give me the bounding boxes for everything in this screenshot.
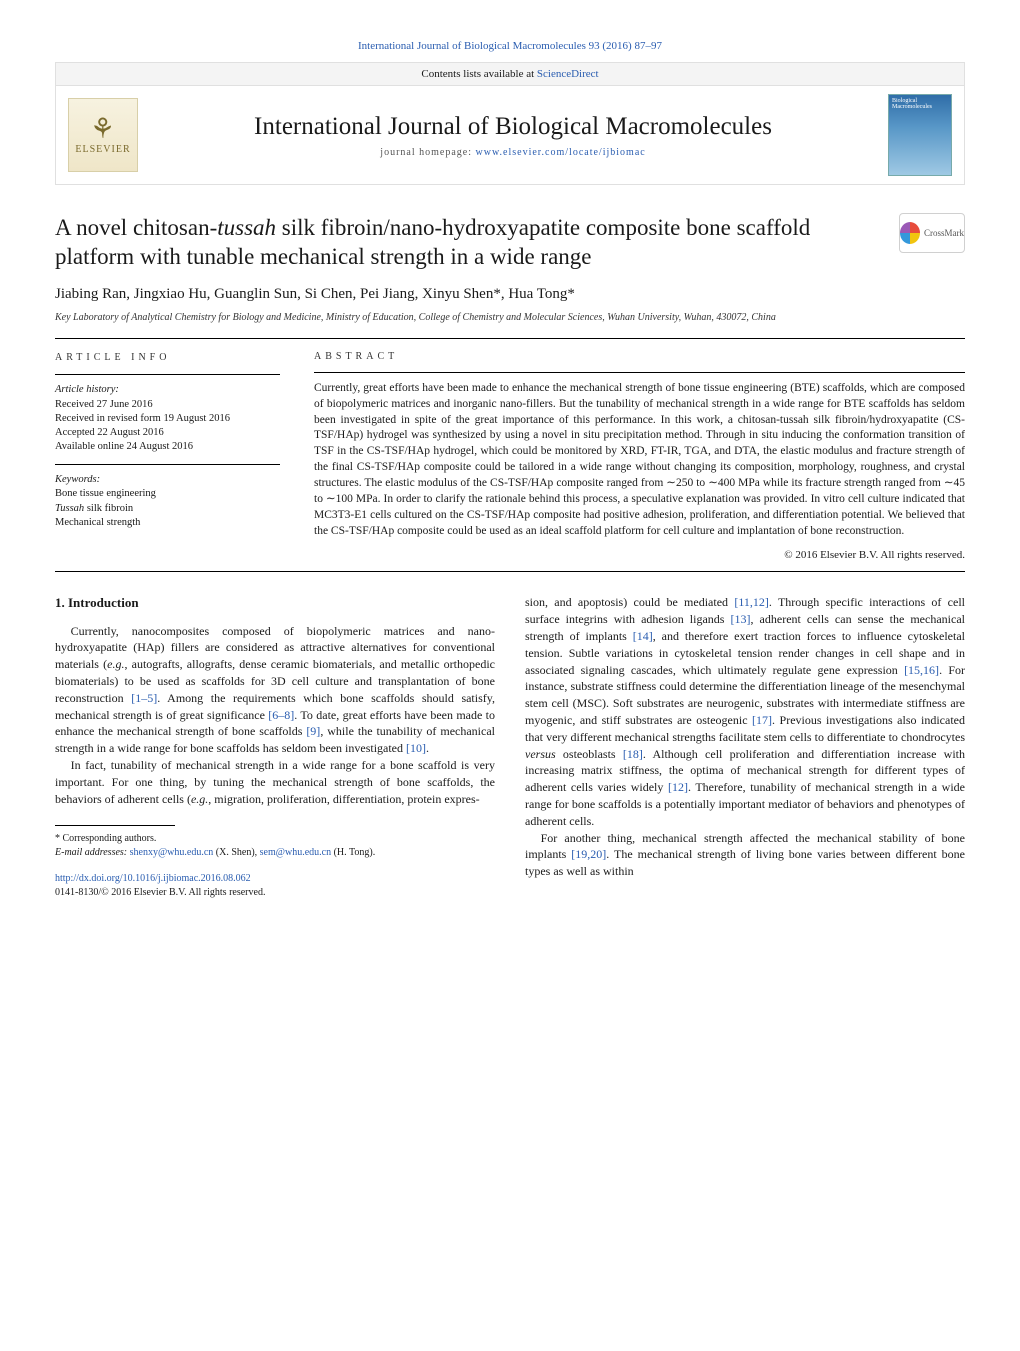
email-label: E-mail addresses:: [55, 847, 130, 858]
contents-banner: Contents lists available at ScienceDirec…: [55, 62, 965, 86]
ref-1-5[interactable]: [1–5]: [131, 691, 157, 705]
author-list: Jiabing Ran, Jingxiao Hu, Guanglin Sun, …: [55, 286, 965, 303]
online-date: Available online 24 August 2016: [55, 440, 280, 454]
email-line: E-mail addresses: shenxy@whu.edu.cn (X. …: [55, 846, 495, 860]
keyword-3: Mechanical strength: [55, 516, 280, 530]
citation-header[interactable]: International Journal of Biological Macr…: [55, 40, 965, 52]
divider-top: [55, 338, 965, 339]
kw2-post: silk fibroin: [84, 503, 133, 514]
keyword-2: Tussah silk fibroin: [55, 502, 280, 516]
ref-13[interactable]: [13]: [731, 612, 751, 626]
article-title: A novel chitosan-tussah silk fibroin/nan…: [55, 213, 887, 272]
doi-block: http://dx.doi.org/10.1016/j.ijbiomac.201…: [55, 872, 495, 900]
abstract-col: ABSTRACT Currently, great efforts have b…: [314, 351, 965, 562]
journal-cover-thumb[interactable]: Biological Macromolecules: [888, 94, 952, 176]
title-row: A novel chitosan-tussah silk fibroin/nan…: [55, 213, 965, 272]
ref-9[interactable]: [9]: [306, 724, 320, 738]
email1-who: (X. Shen),: [213, 847, 259, 858]
intro-p2: In fact, tunability of mechanical streng…: [55, 757, 495, 807]
issn-copyright: 0141-8130/© 2016 Elsevier B.V. All right…: [55, 887, 265, 898]
right-column: sion, and apoptosis) could be mediated […: [525, 594, 965, 900]
ref-15-16[interactable]: [15,16]: [904, 663, 939, 677]
body-columns: 1. Introduction Currently, nanocomposite…: [55, 594, 965, 900]
p2-b: , migration, proliferation, differentiat…: [208, 792, 479, 806]
footnote-rule: [55, 825, 175, 826]
journal-title-block: International Journal of Biological Macr…: [138, 113, 888, 158]
email-shen[interactable]: shenxy@whu.edu.cn: [130, 847, 214, 858]
divider-bottom: [55, 571, 965, 572]
keywords-label: Keywords:: [55, 473, 280, 487]
ref-11-12[interactable]: [11,12]: [734, 595, 769, 609]
article-info-col: ARTICLE INFO Article history: Received 2…: [55, 351, 280, 562]
p3-g: osteoblasts: [556, 747, 623, 761]
affiliation: Key Laboratory of Analytical Chemistry f…: [55, 311, 965, 324]
intro-p1: Currently, nanocomposites composed of bi…: [55, 623, 495, 757]
ref-17[interactable]: [17]: [752, 713, 772, 727]
ref-19-20[interactable]: [19,20]: [571, 847, 606, 861]
title-pre: A novel chitosan-: [55, 215, 217, 240]
p3-a: sion, and apoptosis) could be mediated: [525, 595, 734, 609]
keywords-divider: [55, 464, 280, 465]
email-tong[interactable]: sem@whu.edu.cn: [260, 847, 331, 858]
p1-eg: e.g.: [107, 657, 124, 671]
email2-who: (H. Tong).: [331, 847, 375, 858]
crossmark-badge[interactable]: CrossMark: [899, 213, 965, 253]
history-label: Article history:: [55, 383, 280, 397]
sciencedirect-link[interactable]: ScienceDirect: [537, 68, 599, 80]
elsevier-logo[interactable]: ⚘ ELSEVIER: [68, 98, 138, 172]
intro-p4: For another thing, mechanical strength a…: [525, 830, 965, 880]
abstract-label: ABSTRACT: [314, 351, 965, 362]
journal-name: International Journal of Biological Macr…: [138, 113, 888, 141]
p2-eg: e.g.: [191, 792, 208, 806]
title-italic: tussah: [217, 215, 276, 240]
left-column: 1. Introduction Currently, nanocomposite…: [55, 594, 495, 900]
journal-masthead: ⚘ ELSEVIER International Journal of Biol…: [55, 86, 965, 185]
intro-heading: 1. Introduction: [55, 594, 495, 612]
ref-12b[interactable]: [12]: [668, 780, 688, 794]
ref-10[interactable]: [10]: [406, 741, 426, 755]
crossmark-label: CrossMark: [924, 228, 964, 238]
revised-date: Received in revised form 19 August 2016: [55, 412, 280, 426]
journal-homepage: journal homepage: www.elsevier.com/locat…: [138, 147, 888, 158]
abstract-divider: [314, 372, 965, 373]
homepage-prefix: journal homepage:: [380, 147, 475, 158]
kw2-italic: Tussah: [55, 503, 84, 514]
contents-prefix: Contents lists available at: [421, 68, 536, 80]
publisher-name: ELSEVIER: [75, 144, 130, 155]
doi-link[interactable]: http://dx.doi.org/10.1016/j.ijbiomac.201…: [55, 873, 251, 884]
accepted-date: Accepted 22 August 2016: [55, 426, 280, 440]
crossmark-icon: [900, 222, 920, 244]
abstract-text: Currently, great efforts have been made …: [314, 381, 965, 540]
footnotes: * Corresponding authors. E-mail addresse…: [55, 832, 495, 860]
homepage-link[interactable]: www.elsevier.com/locate/ijbiomac: [476, 147, 646, 158]
ref-6-8[interactable]: [6–8]: [268, 708, 294, 722]
p1-f: .: [426, 741, 429, 755]
journal-page: International Journal of Biological Macr…: [0, 0, 1020, 930]
corresponding-label: * Corresponding authors.: [55, 832, 495, 846]
received-date: Received 27 June 2016: [55, 398, 280, 412]
intro-p3: sion, and apoptosis) could be mediated […: [525, 594, 965, 829]
tree-icon: ⚘: [90, 116, 116, 144]
meta-abstract-row: ARTICLE INFO Article history: Received 2…: [55, 351, 965, 562]
keyword-1: Bone tissue engineering: [55, 487, 280, 501]
abstract-copyright: © 2016 Elsevier B.V. All rights reserved…: [314, 549, 965, 561]
info-divider: [55, 374, 280, 375]
cover-text-2: Macromolecules: [892, 104, 932, 110]
p3-versus: versus: [525, 747, 556, 761]
article-info-label: ARTICLE INFO: [55, 351, 280, 365]
ref-18[interactable]: [18]: [623, 747, 643, 761]
ref-14[interactable]: [14]: [633, 629, 653, 643]
